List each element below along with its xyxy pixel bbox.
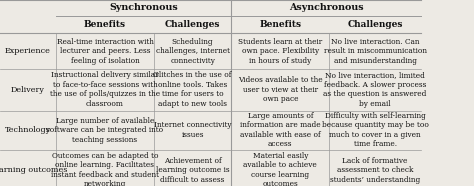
Text: Synchronous: Synchronous [109,3,178,12]
Text: Internet connectivity
issues: Internet connectivity issues [154,121,231,139]
Text: No live interaction, limited
feedback. A slower process
as the question is answe: No live interaction, limited feedback. A… [323,71,427,108]
Text: Challenges: Challenges [165,20,220,29]
Text: Glitches in the use of
online tools. Takes
time for users to
adapt to new tools: Glitches in the use of online tools. Tak… [154,71,232,108]
Text: Material easily
available to achieve
course learning
outcomes: Material easily available to achieve cou… [244,152,317,186]
Text: Achievement of
learning outcome is
difficult to assess: Achievement of learning outcome is diffi… [156,157,229,184]
Text: Technology: Technology [5,126,51,134]
Text: Learning outcomes: Learning outcomes [0,166,67,174]
Text: Challenges: Challenges [347,20,403,29]
Text: Instructional delivery similar
to face-to-face sessions with
the use of polls/qu: Instructional delivery similar to face-t… [50,71,160,108]
Text: Videos available to the
user to view at their
own pace: Videos available to the user to view at … [238,76,323,103]
Text: Lack of formative
assessment to check
students’ understanding: Lack of formative assessment to check st… [330,157,420,184]
Text: Large number of available
software can be integrated into
teaching sessions: Large number of available software can b… [46,117,164,144]
Text: Large amounts of
information are made
available with ease of
access: Large amounts of information are made av… [240,112,321,148]
Text: Experience: Experience [5,47,51,55]
Text: Scheduling
challenges, internet
connectivity: Scheduling challenges, internet connecti… [155,38,230,65]
Text: No live interaction. Can
result in miscommunication
and misunderstanding: No live interaction. Can result in misco… [324,38,427,65]
Text: Difficulty with self-learning
because quantity may be too
much to cover in a giv: Difficulty with self-learning because qu… [322,112,428,148]
Text: Delivery: Delivery [11,86,45,94]
Text: Students learn at their
own pace. Flexibility
in hours of study: Students learn at their own pace. Flexib… [238,38,322,65]
Text: Asynchronous: Asynchronous [289,3,364,12]
Text: Real-time interaction with
lecturer and peers. Less
feeling of isolation: Real-time interaction with lecturer and … [56,38,154,65]
Text: Benefits: Benefits [84,20,126,29]
Text: Benefits: Benefits [259,20,301,29]
Text: Outcomes can be adapted to
online learning. Facilitates
instant feedback and stu: Outcomes can be adapted to online learni… [51,152,159,186]
